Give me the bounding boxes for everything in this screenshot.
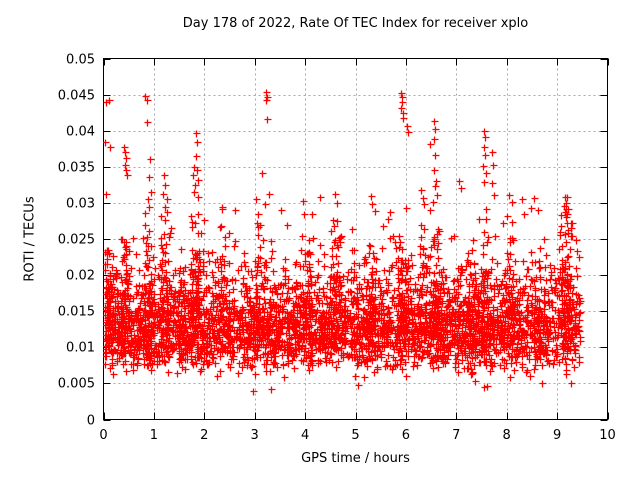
y-tick-label: 0.015 <box>58 305 95 320</box>
y-tick-label: 0.03 <box>66 197 95 212</box>
axis-ticks <box>103 58 609 421</box>
data-points <box>103 89 585 396</box>
x-tick-label: 9 <box>553 428 561 443</box>
x-tick-label: 0 <box>99 428 107 443</box>
y-tick-label: 0.025 <box>58 233 95 248</box>
y-tick-label: 0.05 <box>66 53 95 68</box>
x-tick-label: 3 <box>251 428 259 443</box>
y-tick-label: 0.045 <box>58 89 95 104</box>
y-tick-label: 0.035 <box>58 161 95 176</box>
x-tick-label: 2 <box>200 428 208 443</box>
y-axis-label: ROTI / TECUs <box>22 196 38 282</box>
y-tick-label: 0.02 <box>66 269 95 284</box>
x-tick-label: 1 <box>150 428 158 443</box>
x-tick-label: 5 <box>351 428 359 443</box>
x-tick-label: 10 <box>599 428 616 443</box>
y-tick-label: 0.04 <box>66 125 95 140</box>
x-tick-label: 6 <box>402 428 410 443</box>
y-tick-label: 0.005 <box>58 377 95 392</box>
plot-border <box>103 58 608 420</box>
x-tick-label: 7 <box>452 428 460 443</box>
x-tick-label: 4 <box>301 428 309 443</box>
y-tick-label: 0 <box>87 414 95 429</box>
x-tick-label: 8 <box>503 428 511 443</box>
chart-title: Day 178 of 2022, Rate Of TEC Index for r… <box>182 16 529 31</box>
y-tick-label: 0.01 <box>66 341 95 356</box>
x-axis-label: GPS time / hours <box>301 451 410 466</box>
